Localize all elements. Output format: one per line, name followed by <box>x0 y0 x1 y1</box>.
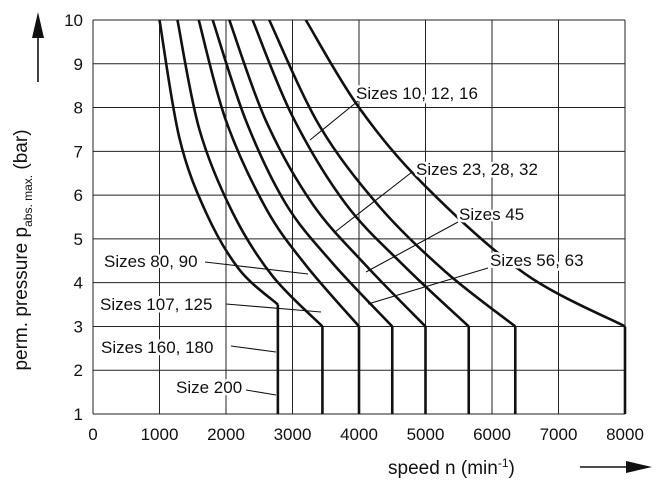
y-tick-label: 10 <box>64 11 83 30</box>
y-tick-label: 1 <box>74 405 83 424</box>
y-tick-label: 3 <box>74 317 83 336</box>
y-tick-label: 5 <box>74 230 83 249</box>
y-axis-title: perm. pressure pabs. max. (bar) <box>11 129 35 370</box>
x-tick-label: 8000 <box>606 425 644 444</box>
curve-size-200 <box>158 19 279 306</box>
x-tick-label: 1000 <box>141 425 179 444</box>
label-leaders <box>204 100 489 396</box>
curve-sizes-107-125 <box>197 19 360 328</box>
tick-labels: 0 1000 2000 3000 4000 5000 6000 7000 8000 1 2 3 4 5 6 7… <box>64 11 644 444</box>
x-tick-label: 2000 <box>207 425 245 444</box>
y-tick-label: 4 <box>74 274 83 293</box>
curves <box>158 19 627 414</box>
label-sizes-80-90: Sizes 80, 90 <box>104 252 198 271</box>
curve-sizes-10-12-16 <box>304 19 626 328</box>
y-tick-label: 9 <box>74 55 83 74</box>
x-tick-label: 3000 <box>274 425 312 444</box>
x-tick-label: 5000 <box>407 425 445 444</box>
x-axis-arrow <box>580 461 652 473</box>
label-sizes-23-28-32: Sizes 23, 28, 32 <box>416 160 538 179</box>
curve-labels: Sizes 10, 12, 16 Sizes 23, 28, 32 Sizes … <box>98 82 587 400</box>
x-tick-label: 0 <box>88 425 97 444</box>
curve-sizes-56-63 <box>228 19 427 328</box>
curve-sizes-45 <box>251 19 470 328</box>
label-sizes-160-180: Sizes 160, 180 <box>101 338 213 357</box>
x-tick-label: 6000 <box>473 425 511 444</box>
label-sizes-45: Sizes 45 <box>459 205 524 224</box>
y-tick-label: 8 <box>74 99 83 118</box>
label-sizes-10-12-16: Sizes 10, 12, 16 <box>356 84 478 103</box>
x-tick-label: 7000 <box>540 425 578 444</box>
x-tick-label: 4000 <box>340 425 378 444</box>
label-size-200: Size 200 <box>176 378 242 397</box>
label-sizes-56-63: Sizes 56, 63 <box>490 251 584 270</box>
label-sizes-107-125: Sizes 107, 125 <box>100 295 212 314</box>
y-tick-label: 2 <box>74 361 83 380</box>
y-axis-arrow <box>32 12 44 82</box>
curve-sizes-160-180 <box>176 19 324 328</box>
y-tick-label: 7 <box>74 142 83 161</box>
curve-sizes-23-28-32 <box>268 19 517 328</box>
curve-sizes-80-90 <box>211 19 394 328</box>
y-tick-label: 6 <box>74 186 83 205</box>
x-axis-title: speed n (min-1) <box>388 456 515 479</box>
